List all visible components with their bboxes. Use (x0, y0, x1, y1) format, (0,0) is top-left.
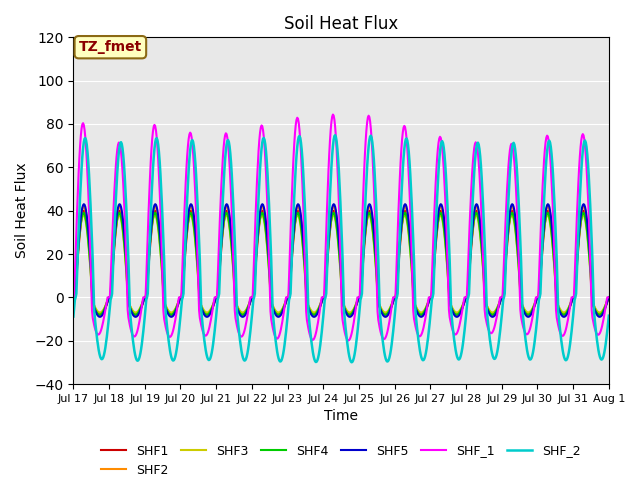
Line: SHF_2: SHF_2 (74, 135, 609, 362)
SHF2 (334, 231, 342, 237)
SHF1 (188, 208, 195, 214)
SHF_1 (70, 294, 77, 300)
SHF_2 (387, 351, 394, 357)
SHF3 (333, 226, 340, 231)
SHF4 (557, 310, 565, 316)
SHF4 (211, 298, 218, 303)
SHF_1 (210, 298, 218, 304)
SHF2 (439, 211, 447, 216)
SHF5 (70, 294, 77, 300)
SHF1 (211, 299, 218, 305)
SHF1 (333, 224, 341, 229)
Legend: SHF1, SHF2, SHF3, SHF4, SHF5, SHF_1, SHF_2: SHF1, SHF2, SHF3, SHF4, SHF5, SHF_1, SHF… (97, 440, 586, 480)
SHF2 (387, 305, 394, 311)
SHF2 (605, 294, 612, 300)
Y-axis label: Soil Heat Flux: Soil Heat Flux (15, 163, 29, 258)
SHF3 (557, 308, 565, 314)
SHF_2 (187, 142, 195, 147)
SHF_1 (387, 314, 394, 320)
SHF1 (386, 308, 394, 314)
SHF4 (188, 211, 195, 217)
SHF5 (439, 208, 447, 214)
SHF5 (387, 308, 394, 313)
SHF1 (605, 294, 612, 300)
SHF5 (557, 312, 565, 318)
SHF1 (437, 208, 445, 214)
SHF2 (223, 204, 230, 209)
SHF_2 (210, 335, 218, 340)
SHF1 (557, 310, 565, 315)
SHF2 (70, 294, 77, 300)
SHF3 (544, 212, 552, 218)
Line: SHF1: SHF1 (74, 211, 609, 315)
SHF4 (223, 210, 230, 216)
SHF_1 (333, 163, 341, 168)
SHF4 (387, 306, 394, 312)
SHF3 (386, 306, 394, 312)
SHF5 (605, 294, 612, 300)
SHF3 (438, 216, 446, 222)
SHF5 (275, 314, 282, 320)
SHF5 (80, 201, 88, 207)
Line: SHF4: SHF4 (74, 213, 609, 315)
Line: SHF3: SHF3 (74, 215, 609, 312)
SHF1 (97, 312, 104, 318)
SHF_1 (439, 154, 447, 160)
SHF_1 (605, 294, 612, 300)
SHF3 (210, 300, 218, 305)
SHF3 (187, 212, 195, 218)
SHF2 (557, 310, 565, 316)
SHF3 (605, 294, 612, 300)
Line: SHF2: SHF2 (74, 206, 609, 315)
SHF_2 (605, 313, 612, 319)
SHF_1 (187, 131, 195, 137)
X-axis label: Time: Time (324, 409, 358, 423)
SHF5 (334, 228, 342, 233)
SHF4 (70, 294, 77, 300)
Line: SHF5: SHF5 (74, 204, 609, 317)
Title: Soil Heat Flux: Soil Heat Flux (284, 15, 398, 33)
SHF_2 (348, 360, 355, 365)
SHF5 (188, 202, 195, 208)
SHF2 (211, 297, 218, 303)
SHF_2 (439, 140, 447, 146)
SHF_2 (557, 337, 565, 343)
SHF_1 (557, 332, 565, 338)
SHF1 (70, 294, 77, 300)
SHF2 (95, 312, 103, 318)
SHF_2 (332, 132, 339, 138)
SHF3 (346, 310, 354, 315)
SHF4 (334, 237, 342, 243)
SHF_2 (70, 313, 77, 319)
SHF4 (439, 218, 447, 224)
SHF5 (211, 299, 218, 304)
SHF4 (95, 312, 103, 318)
Line: SHF_1: SHF_1 (74, 115, 609, 340)
Text: TZ_fmet: TZ_fmet (79, 40, 142, 54)
SHF4 (605, 294, 612, 300)
SHF_1 (345, 337, 353, 343)
SHF2 (188, 204, 195, 210)
SHF3 (70, 294, 77, 300)
SHF_1 (329, 112, 337, 118)
SHF1 (439, 213, 447, 219)
SHF_2 (333, 146, 341, 152)
